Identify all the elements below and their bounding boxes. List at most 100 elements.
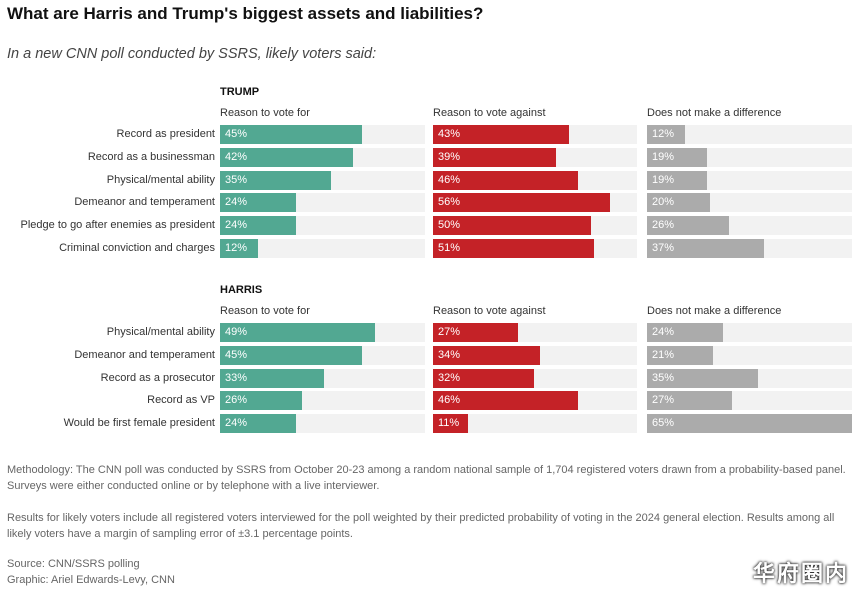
bar-track: 33% bbox=[220, 368, 425, 388]
bar-track: 56% bbox=[433, 193, 637, 213]
harris-bar-against bbox=[433, 368, 535, 388]
category-label: Physical/mental ability bbox=[106, 326, 215, 338]
bar-value-label: 50% bbox=[438, 219, 461, 231]
bar-value-label: 49% bbox=[225, 326, 248, 338]
bar-track: 26% bbox=[220, 391, 425, 411]
trump-bar-nodiff bbox=[647, 125, 685, 144]
trump-bar-nodiff bbox=[647, 193, 711, 213]
bar-value-label: 24% bbox=[225, 417, 248, 429]
bar-track: 21% bbox=[647, 345, 852, 365]
harris-bar-nodiff bbox=[647, 391, 733, 411]
bar-track: 12% bbox=[220, 238, 425, 258]
bar-track: 34% bbox=[433, 345, 637, 365]
bar-value-label: 33% bbox=[225, 371, 248, 384]
bar-track: 35% bbox=[220, 170, 425, 190]
harris-bar-for bbox=[220, 345, 363, 365]
bar-value-label: 27% bbox=[652, 394, 675, 407]
bar-value-label: 24% bbox=[225, 196, 248, 209]
category-label: Record as a prosecutor bbox=[100, 371, 215, 384]
bar-track: 35% bbox=[647, 368, 852, 388]
category-label: Record as president bbox=[116, 128, 215, 140]
bar-value-label: 56% bbox=[438, 196, 461, 209]
bar-track: 32% bbox=[433, 368, 637, 388]
trump-bar-for bbox=[220, 238, 258, 258]
harris-column-header-does-not-make-a-difference: Does not make a difference bbox=[647, 305, 782, 317]
bar-value-label: 39% bbox=[438, 150, 461, 163]
bar-track: 20% bbox=[647, 193, 852, 213]
bar-track: 45% bbox=[220, 125, 425, 144]
bar-value-label: 37% bbox=[652, 241, 675, 254]
bar-track: 12% bbox=[647, 125, 852, 144]
methodology-note: Methodology: The CNN poll was conducted … bbox=[7, 464, 846, 492]
category-label: Record as a businessman bbox=[87, 150, 215, 163]
bar-track: 39% bbox=[433, 147, 637, 167]
trump-bar-for bbox=[220, 216, 296, 235]
harris-bar-against bbox=[433, 414, 468, 433]
bar-value-label: 45% bbox=[225, 348, 248, 361]
harris-bar-against bbox=[433, 345, 541, 365]
trump-bar-against bbox=[433, 193, 610, 213]
bar-value-label: 42% bbox=[225, 150, 248, 163]
bar-track: 27% bbox=[647, 391, 852, 411]
harris-bar-for bbox=[220, 323, 375, 342]
trump-bar-against bbox=[433, 238, 595, 258]
bar-track: 43% bbox=[433, 125, 637, 144]
trump-bar-nodiff bbox=[647, 238, 764, 258]
bar-value-label: 46% bbox=[438, 394, 461, 407]
harris-bar-nodiff bbox=[647, 368, 758, 388]
trump-bar-against bbox=[433, 125, 569, 144]
trump-column-header-does-not-make-a-difference: Does not make a difference bbox=[647, 107, 782, 119]
bar-track: 24% bbox=[220, 216, 425, 235]
trump-bar-against bbox=[433, 216, 591, 235]
watermark-logo: 华府圈内 bbox=[752, 561, 849, 586]
source-note: Source: CNN/SSRS polling bbox=[7, 558, 140, 570]
chart-subtitle: In a new CNN poll conducted by SSRS, lik… bbox=[7, 46, 377, 62]
bar-value-label: 19% bbox=[652, 173, 675, 186]
category-label: Pledge to go after enemies as president bbox=[20, 219, 215, 231]
harris-bar-nodiff bbox=[647, 345, 714, 365]
bar-track: 65% bbox=[647, 414, 853, 433]
bar-value-label: 35% bbox=[652, 371, 675, 384]
bar-track: 50% bbox=[433, 216, 637, 235]
trump-section-title: TRUMP bbox=[220, 86, 260, 98]
harris-bar-for bbox=[220, 414, 296, 433]
harris-bar-against bbox=[433, 391, 579, 411]
category-label: Demeanor and temperament bbox=[74, 348, 215, 361]
harris-section-title: HARRIS bbox=[220, 284, 263, 296]
bar-track: 46% bbox=[433, 391, 637, 411]
bar-value-label: 12% bbox=[225, 241, 248, 254]
bar-track: 37% bbox=[647, 238, 852, 258]
chart-title: What are Harris and Trump's biggest asse… bbox=[7, 4, 484, 23]
trump-bar-against bbox=[433, 170, 579, 190]
bar-track: 19% bbox=[647, 170, 852, 190]
graphic-credit: Graphic: Ariel Edwards-Levy, CNN bbox=[7, 574, 175, 586]
trump-bar-nodiff bbox=[647, 147, 708, 167]
bar-value-label: 24% bbox=[225, 219, 248, 231]
bar-track: 46% bbox=[433, 170, 637, 190]
bar-value-label: 20% bbox=[652, 196, 675, 209]
category-label: Physical/mental ability bbox=[106, 173, 215, 186]
category-label: Demeanor and temperament bbox=[74, 196, 215, 209]
trump-bar-for bbox=[220, 125, 363, 144]
bar-track: 27% bbox=[433, 323, 637, 342]
trump-column-header-reason-to-vote-against: Reason to vote against bbox=[433, 107, 546, 119]
bar-track: 24% bbox=[647, 323, 852, 342]
trump-bar-for bbox=[220, 147, 353, 167]
harris-column-header-reason-to-vote-against: Reason to vote against bbox=[433, 305, 546, 317]
bar-value-label: 34% bbox=[438, 348, 461, 361]
trump-column-header-reason-to-vote-for: Reason to vote for bbox=[220, 107, 310, 119]
bar-value-label: 35% bbox=[225, 173, 248, 186]
bar-value-label: 21% bbox=[652, 348, 675, 361]
bar-track: 45% bbox=[220, 345, 425, 365]
trump-bar-nodiff bbox=[647, 216, 730, 235]
bar-value-label: 46% bbox=[438, 173, 461, 186]
bar-value-label: 24% bbox=[652, 326, 675, 338]
bar-value-label: 43% bbox=[438, 128, 461, 140]
trump-bar-against bbox=[433, 147, 557, 167]
bar-track: 26% bbox=[647, 216, 852, 235]
bar-track: 24% bbox=[220, 193, 425, 213]
harris-bar-nodiff bbox=[647, 414, 853, 433]
harris-column-header-reason-to-vote-for: Reason to vote for bbox=[220, 305, 310, 317]
bar-value-label: 65% bbox=[652, 417, 675, 429]
bar-track: 24% bbox=[220, 414, 425, 433]
